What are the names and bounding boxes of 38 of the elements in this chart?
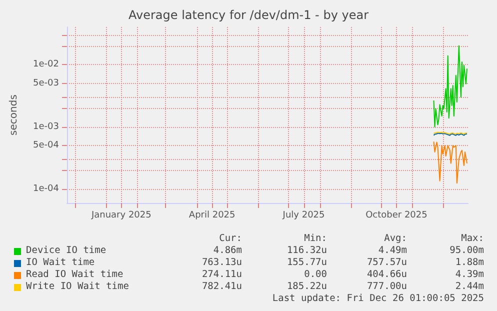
y-tick-label: 5e-03: [33, 78, 59, 88]
text: 95.00m: [450, 245, 484, 257]
text: Last update: Fri Dec 26 01:00:05 2025: [271, 293, 484, 305]
y-axis-title: seconds: [8, 94, 20, 136]
text: 4.39m: [455, 269, 484, 281]
y-tick-label: 1e-03: [33, 122, 59, 132]
text: Min:: [304, 233, 327, 245]
y-tick-label: 5e-04: [33, 140, 60, 151]
text: Cur:: [219, 233, 242, 245]
text: 155.77u: [286, 257, 327, 269]
chart-title: Average latency for /dev/dm-1 - by year: [128, 8, 369, 22]
text: 116.32u: [286, 245, 327, 257]
text: Max:: [461, 233, 484, 245]
legend-label: Read IO Wait time: [26, 269, 124, 281]
x-tick-label: July 2025: [282, 210, 325, 220]
text: 777.00u: [366, 281, 407, 293]
text: 1.88m: [455, 257, 484, 269]
text: 757.57u: [366, 257, 407, 269]
y-tick-label: 1e-02: [33, 60, 59, 70]
text: 185.22u: [286, 281, 327, 293]
text: 0.00: [304, 269, 327, 281]
text: 274.11u: [202, 269, 242, 281]
text: 4.49m: [378, 245, 407, 257]
text: 763.13u: [202, 257, 242, 269]
legend-label: Device IO time: [26, 245, 106, 257]
text: 404.66u: [366, 269, 407, 281]
text: 4.86m: [213, 245, 242, 257]
x-tick-label: January 2025: [90, 210, 152, 220]
text: 2.44m: [455, 281, 484, 293]
line-series: [433, 141, 468, 184]
text: Avg:: [384, 233, 407, 245]
x-tick-label: October 2025: [366, 210, 428, 220]
line-series: [433, 45, 468, 128]
text: 782.41u: [202, 281, 242, 293]
x-tick-label: April 2025: [188, 210, 236, 220]
legend-label: Write IO Wait time: [26, 281, 129, 293]
y-tick-label: 1e-04: [33, 184, 60, 194]
legend-label: IO Wait time: [26, 257, 95, 269]
